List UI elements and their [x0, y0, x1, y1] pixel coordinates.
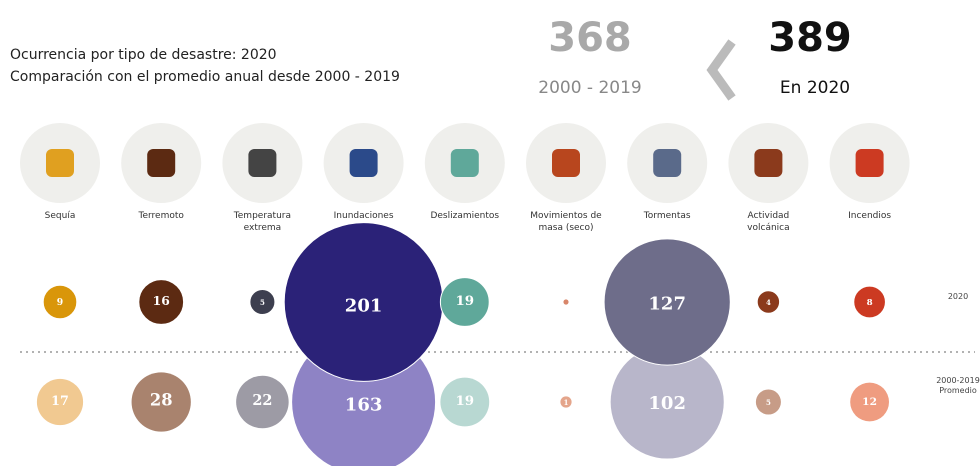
icon: [248, 149, 277, 177]
current-total: 389: [768, 15, 852, 61]
category-label: Actividad volcánica: [747, 211, 790, 233]
bubble-label: 163: [345, 395, 383, 416]
bubble: [610, 345, 724, 459]
category-label: Temperatura extrema: [233, 211, 291, 233]
bubble: [560, 396, 572, 408]
bubble: [249, 288, 276, 316]
category-label: Movimientos de masa (seco): [530, 211, 602, 233]
bubble-label: 1: [564, 398, 569, 407]
icon: [147, 149, 176, 177]
icon: [349, 149, 378, 177]
bubble-label: 201: [345, 296, 383, 317]
bubble-label: 19: [455, 393, 474, 409]
icon: [46, 149, 74, 177]
bubble: [755, 389, 781, 415]
chevron: [706, 39, 736, 101]
bubble-label: 102: [648, 393, 686, 414]
bubble: [440, 377, 490, 427]
category-label: Inundaciones: [333, 211, 394, 221]
bubble: [236, 375, 289, 429]
bubble-label: 5: [766, 398, 771, 407]
bubble: [562, 298, 570, 306]
bubble-label: 17: [51, 393, 69, 408]
bubble-label: 22: [252, 392, 272, 409]
icon: [552, 149, 580, 177]
bubble: [36, 378, 84, 426]
previous-total: 368: [548, 15, 632, 61]
bubble-label: 9: [57, 297, 63, 308]
icon: [754, 149, 783, 177]
bubble: [603, 238, 731, 366]
bubble: [131, 372, 191, 432]
bubble: [439, 277, 490, 327]
bubble: [756, 290, 781, 314]
row-label: 2020: [947, 292, 969, 301]
category-label: Deslizamientos: [430, 211, 500, 221]
icon: [653, 149, 682, 177]
bubble-label: 16: [153, 293, 170, 308]
bubble-label: 12: [862, 395, 877, 408]
category-label: Tormentas: [643, 211, 691, 221]
category-label: Sequía: [44, 211, 76, 221]
bubble: [138, 279, 185, 325]
icon: [450, 149, 479, 177]
category-label: Terremoto: [138, 211, 184, 221]
bubble-label: 19: [455, 293, 474, 309]
bubble-label: 5: [260, 298, 265, 307]
bubble-label: 4: [766, 298, 771, 307]
bubble: [42, 284, 78, 320]
bubble-label: 8: [867, 298, 873, 308]
icon: [855, 149, 884, 177]
row-label: 2000-2019 Promedio: [936, 376, 980, 395]
bubble: [853, 285, 886, 319]
bubble-label: 127: [648, 294, 686, 315]
chart-subtitle: Comparación con el promedio anual desde …: [10, 69, 400, 85]
chart-title: Ocurrencia por tipo de desastre: 2020: [10, 47, 277, 63]
current-label: En 2020: [779, 78, 851, 98]
bubble: [850, 382, 889, 422]
bubble-label: 28: [150, 391, 173, 410]
category-label: Incendios: [848, 211, 892, 221]
previous-label: 2000 - 2019: [538, 78, 642, 98]
